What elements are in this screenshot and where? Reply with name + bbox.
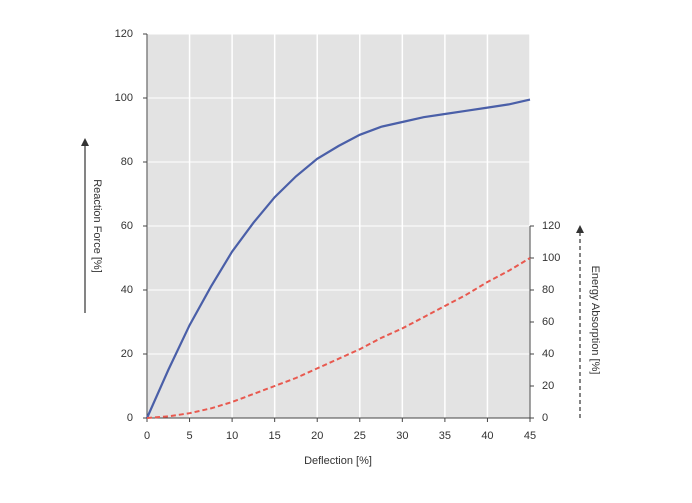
y-tick-label: 40 bbox=[121, 284, 133, 296]
x-tick-label: 35 bbox=[439, 430, 451, 442]
x-tick-label: 0 bbox=[144, 430, 150, 442]
y2-arrow-head bbox=[576, 225, 584, 233]
y2-tick-label: 100 bbox=[542, 252, 560, 264]
y2-tick-label: 120 bbox=[542, 220, 560, 232]
series-line bbox=[146, 257, 531, 419]
y2-tick-label: 0 bbox=[542, 412, 548, 424]
y-tick-label: 80 bbox=[121, 156, 133, 168]
y2-tick-label: 60 bbox=[542, 316, 554, 328]
y-tick-label: 120 bbox=[115, 28, 133, 40]
x-tick-label: 5 bbox=[186, 430, 192, 442]
x-axis-label: Deflection [%] bbox=[304, 455, 372, 467]
x-tick-label: 25 bbox=[354, 430, 366, 442]
y-tick-label: 0 bbox=[127, 412, 133, 424]
y-tick-label: 60 bbox=[121, 220, 133, 232]
y-tick-label: 100 bbox=[115, 92, 133, 104]
y-axis-label: Reaction Force [%] bbox=[91, 179, 103, 273]
y2-axis-label: Energy Absorption [%] bbox=[589, 266, 601, 375]
x-tick-label: 20 bbox=[311, 430, 323, 442]
x-tick-label: 45 bbox=[524, 430, 536, 442]
series-line bbox=[145, 98, 531, 419]
y-arrow-head bbox=[81, 138, 89, 146]
x-tick-label: 40 bbox=[481, 430, 493, 442]
x-tick-label: 30 bbox=[396, 430, 408, 442]
y-tick-label: 20 bbox=[121, 348, 133, 360]
x-tick-label: 15 bbox=[269, 430, 281, 442]
y2-tick-label: 80 bbox=[542, 284, 554, 296]
y2-tick-label: 20 bbox=[542, 380, 554, 392]
y2-tick-label: 40 bbox=[542, 348, 554, 360]
x-tick-label: 10 bbox=[226, 430, 238, 442]
